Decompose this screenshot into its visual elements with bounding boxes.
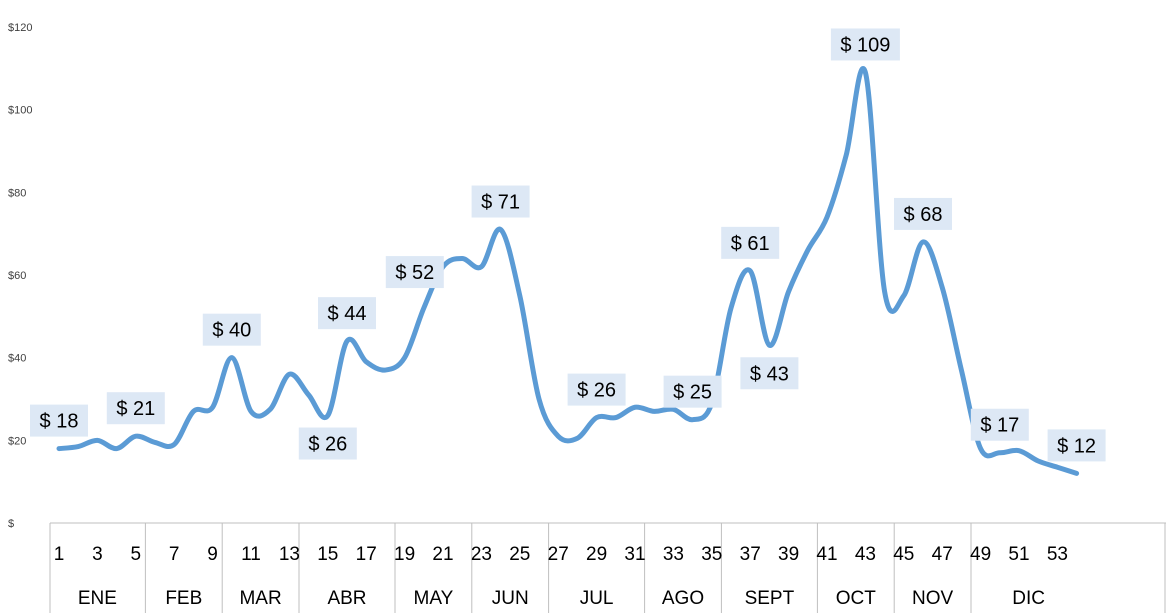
- x-tick-label: 29: [586, 544, 607, 565]
- data-label: $ 68: [894, 197, 952, 230]
- data-label-background: [318, 297, 376, 330]
- data-label-text: $ 52: [395, 262, 434, 284]
- x-tick-label: 21: [432, 544, 453, 565]
- data-labels: $ 18 $ 21 $ 40 $ 26 $ 44 $ 52 $ 71 $ 26 $ 25 $ 61…: [30, 28, 1106, 462]
- x-tick-label: 27: [548, 544, 569, 565]
- data-label-background: [106, 392, 165, 425]
- data-label-background: [894, 197, 952, 230]
- data-label-text: $ 40: [212, 320, 251, 342]
- data-label: $ 21: [106, 392, 165, 425]
- data-label-text: $ 25: [673, 382, 712, 404]
- data-label-background: [567, 373, 626, 406]
- y-tick-label: $40: [8, 353, 26, 365]
- data-label-background: [1047, 429, 1106, 462]
- data-label: $ 44: [318, 297, 376, 330]
- x-tick-label: 49: [970, 544, 991, 565]
- month-label: MAR: [239, 588, 281, 609]
- data-label-text: $ 68: [904, 204, 943, 226]
- x-tick-label: 53: [1047, 544, 1068, 565]
- data-label-background: [830, 28, 900, 61]
- x-tick-label: 1: [54, 544, 65, 565]
- month-label: AGO: [662, 588, 704, 609]
- data-label: $ 17: [970, 408, 1029, 441]
- x-tick-label: 25: [509, 544, 530, 565]
- x-tick-label: 37: [740, 544, 761, 565]
- x-tick-label: 41: [816, 544, 837, 565]
- data-label-background: [721, 226, 780, 259]
- data-label: $ 109: [830, 28, 900, 61]
- y-tick-label: $100: [8, 105, 32, 117]
- data-label-background: [298, 427, 357, 460]
- data-label: $ 40: [202, 313, 261, 346]
- y-tick-label: $60: [8, 270, 26, 282]
- month-label: OCT: [836, 588, 877, 609]
- y-tick-label: $: [8, 518, 14, 530]
- data-label-text: $ 43: [750, 363, 789, 385]
- x-tick-label: 15: [317, 544, 338, 565]
- data-label-background: [740, 357, 799, 390]
- x-tick-label: 51: [1008, 544, 1029, 565]
- series-group: [56, 66, 1080, 476]
- x-tick-label: 3: [92, 544, 103, 565]
- data-label: $ 12: [1047, 429, 1106, 462]
- x-tick-label: 33: [663, 544, 684, 565]
- x-tick-label: 39: [778, 544, 799, 565]
- data-label-background: [471, 185, 530, 218]
- data-label-background: [663, 375, 722, 408]
- month-label: MAY: [414, 588, 454, 609]
- month-label: ENE: [78, 588, 117, 609]
- data-label-text: $ 44: [328, 303, 367, 325]
- data-label: $ 25: [663, 375, 722, 408]
- month-label: DIC: [1012, 588, 1045, 609]
- y-tick-label: $80: [8, 187, 26, 199]
- x-tick-label: 11: [241, 544, 261, 565]
- x-tick-label: 7: [169, 544, 180, 565]
- data-label: $ 61: [721, 226, 780, 259]
- series-line: [56, 66, 1080, 476]
- month-label: NOV: [912, 588, 954, 609]
- data-label-text: $ 109: [840, 34, 890, 56]
- data-label-text: $ 71: [481, 192, 520, 214]
- data-label: $ 18: [30, 404, 88, 437]
- x-tick-label: 13: [279, 544, 300, 565]
- data-label: $ 26: [298, 427, 357, 460]
- x-tick-label: 19: [394, 544, 415, 565]
- data-label-text: $ 18: [40, 411, 79, 433]
- month-label: JUL: [580, 588, 614, 609]
- month-label: ABR: [327, 588, 366, 609]
- data-label-text: $ 12: [1057, 435, 1096, 457]
- month-label: SEPT: [745, 588, 795, 609]
- month-label: FEB: [165, 588, 202, 609]
- x-tick-label: 9: [207, 544, 218, 565]
- data-label-background: [202, 313, 261, 346]
- data-label-text: $ 26: [577, 380, 616, 402]
- x-tick-label: 45: [893, 544, 914, 565]
- y-tick-label: $20: [8, 435, 26, 447]
- data-label: $ 52: [385, 256, 444, 289]
- x-tick-label: 5: [131, 544, 142, 565]
- data-label-background: [385, 256, 444, 289]
- x-tick-label: 47: [932, 544, 953, 565]
- y-axis: $ $20 $40 $60 $80 $100 $120: [8, 22, 32, 530]
- x-tick-label: 43: [855, 544, 876, 565]
- x-tick-label: 31: [624, 544, 645, 565]
- data-label-text: $ 17: [980, 415, 1019, 437]
- x-tick-label: 17: [356, 544, 377, 565]
- data-label-text: $ 21: [116, 398, 155, 420]
- data-label: $ 71: [471, 185, 530, 218]
- y-tick-label: $120: [8, 22, 32, 34]
- x-tick-label: 35: [701, 544, 722, 565]
- data-label-background: [30, 404, 88, 437]
- data-label-text: $ 61: [731, 233, 770, 255]
- data-label: $ 26: [567, 373, 626, 406]
- x-tick-label: 23: [471, 544, 492, 565]
- data-label: $ 43: [740, 357, 799, 390]
- data-label-background: [970, 408, 1029, 441]
- month-label: JUN: [492, 588, 529, 609]
- data-label-text: $ 26: [308, 434, 347, 456]
